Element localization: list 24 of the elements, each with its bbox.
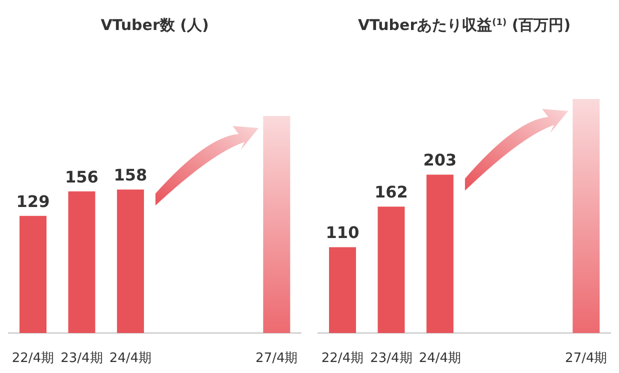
bar xyxy=(116,190,144,333)
x-tick-label: 24/4期 xyxy=(418,351,462,366)
bar xyxy=(329,247,356,333)
x-tick-label: 22/4期 xyxy=(321,351,364,366)
data-label: 129 xyxy=(16,192,50,211)
data-label: 110 xyxy=(326,223,360,242)
chart-title: VTuberあたり収益$^{(1)}$ (百万円) xyxy=(358,16,571,34)
bar xyxy=(426,174,454,333)
x-tick-label: 24/4期 xyxy=(109,351,152,366)
x-tick-label: 22/4期 xyxy=(12,351,54,366)
data-label: 203 xyxy=(423,150,457,170)
bar xyxy=(572,99,600,333)
data-label: 156 xyxy=(65,167,98,186)
chart-title: VTuber数 (人) xyxy=(100,16,209,34)
x-tick-label: 27/4期 xyxy=(565,351,608,366)
bar xyxy=(378,206,405,333)
bar xyxy=(263,116,290,333)
data-label: 158 xyxy=(114,166,148,185)
x-tick-label: 27/4期 xyxy=(256,351,298,366)
bar xyxy=(68,191,96,333)
bar xyxy=(20,216,46,333)
x-tick-label: 23/4期 xyxy=(370,351,412,366)
x-tick-label: 23/4期 xyxy=(60,351,103,366)
data-label: 162 xyxy=(374,182,408,202)
